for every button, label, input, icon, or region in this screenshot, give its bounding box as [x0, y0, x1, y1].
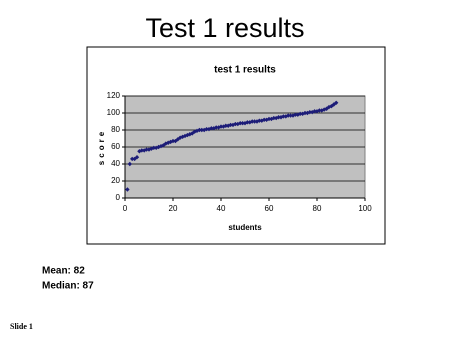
data-point	[293, 112, 298, 117]
data-point	[317, 108, 322, 113]
data-point	[230, 122, 236, 128]
data-point	[262, 117, 267, 122]
data-point	[209, 126, 214, 131]
data-point	[170, 138, 176, 144]
slide-number: Slide 1	[10, 322, 33, 331]
data-point	[242, 121, 248, 126]
data-point	[276, 115, 281, 120]
slide-title: Test 1 results	[145, 13, 304, 43]
y-tick-label: 120	[107, 91, 121, 100]
data-point	[139, 148, 144, 153]
data-point	[238, 121, 243, 126]
x-tick-label: 100	[358, 204, 372, 213]
data-point	[218, 124, 224, 129]
data-point	[288, 113, 293, 118]
median-stat: Median: 87	[42, 281, 94, 292]
data-point	[127, 161, 132, 167]
data-point	[197, 127, 202, 133]
data-point	[199, 127, 204, 133]
x-tick-label: 80	[313, 204, 322, 213]
x-tick-label: 40	[217, 204, 226, 213]
data-point	[233, 121, 238, 127]
y-tick-label: 80	[111, 125, 120, 134]
data-point	[266, 116, 272, 122]
mean-stat: Mean: 82	[42, 266, 85, 277]
data-point	[228, 122, 233, 128]
data-point	[314, 109, 320, 114]
x-tick-label: 0	[123, 204, 128, 213]
data-point	[134, 155, 140, 160]
data-point	[223, 123, 228, 128]
data-point	[252, 119, 257, 124]
data-point	[283, 114, 288, 119]
data-point	[312, 109, 317, 114]
data-point	[125, 187, 130, 192]
data-point	[271, 115, 276, 121]
data-point	[307, 109, 312, 115]
data-point	[326, 104, 332, 110]
y-tick-label: 20	[111, 176, 120, 185]
y-tick-label: 60	[111, 142, 120, 151]
data-point	[204, 126, 209, 132]
data-point	[214, 125, 219, 130]
data-point	[245, 120, 250, 125]
y-axis-label: score	[97, 129, 106, 165]
data-point	[194, 128, 200, 134]
data-point	[240, 121, 245, 126]
y-tick-label: 40	[111, 159, 120, 168]
data-point	[137, 149, 142, 154]
chart-title: test 1 results	[214, 65, 276, 76]
x-tick-label: 20	[169, 204, 178, 213]
data-point	[281, 114, 286, 119]
data-point	[259, 118, 264, 123]
data-point	[334, 100, 339, 105]
data-point	[144, 147, 149, 152]
y-tick-label: 100	[107, 108, 121, 117]
y-tick-label: 0	[116, 193, 121, 202]
data-point	[302, 110, 308, 116]
x-axis-label: students	[228, 223, 262, 232]
data-point	[257, 118, 262, 123]
data-point	[151, 145, 156, 151]
data-point	[298, 111, 303, 117]
data-point	[130, 156, 135, 162]
x-tick-label: 60	[265, 204, 274, 213]
data-point	[290, 113, 296, 118]
data-point	[286, 113, 291, 118]
data-point	[250, 119, 255, 124]
